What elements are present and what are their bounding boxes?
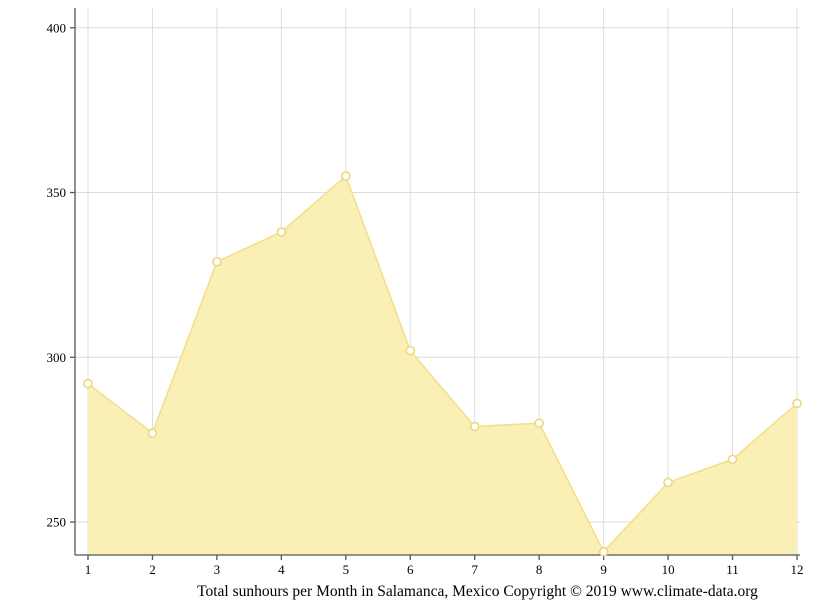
data-point-marker bbox=[405, 345, 416, 356]
x-tick-label: 8 bbox=[536, 562, 543, 577]
x-tick-label: 5 bbox=[343, 562, 350, 577]
data-point-marker bbox=[727, 454, 738, 465]
x-tick-label: 4 bbox=[278, 562, 285, 577]
data-point-marker bbox=[341, 171, 351, 181]
x-tick-label: 11 bbox=[726, 562, 739, 577]
data-point-marker bbox=[212, 256, 222, 267]
y-tick-label: 300 bbox=[47, 350, 67, 365]
trend-line bbox=[87, 174, 798, 554]
data-point-marker bbox=[663, 477, 673, 488]
x-tick-label: 3 bbox=[214, 562, 221, 577]
chart-caption: Total sunhours per Month in Salamanca, M… bbox=[197, 583, 758, 600]
x-tick-label: 6 bbox=[407, 562, 414, 577]
data-point-marker bbox=[276, 227, 287, 237]
x-tick-label: 10 bbox=[662, 562, 675, 577]
x-tick-label: 12 bbox=[791, 562, 804, 577]
data-point-marker bbox=[792, 398, 802, 409]
area-fill bbox=[88, 176, 797, 556]
data-point-marker bbox=[83, 378, 93, 389]
x-tick-label: 2 bbox=[149, 562, 156, 577]
x-tick-label: 9 bbox=[600, 562, 607, 577]
data-point-marker bbox=[147, 428, 158, 438]
data-points bbox=[83, 171, 802, 557]
data-point-marker bbox=[469, 421, 480, 432]
y-tick-label: 250 bbox=[47, 515, 67, 530]
data-point-marker bbox=[598, 546, 609, 557]
x-tick-label: 7 bbox=[471, 562, 478, 577]
x-tick-label: 1 bbox=[85, 562, 92, 577]
data-point-marker bbox=[534, 418, 544, 428]
y-tick-label: 400 bbox=[47, 20, 67, 35]
y-tick-label: 350 bbox=[47, 185, 67, 200]
